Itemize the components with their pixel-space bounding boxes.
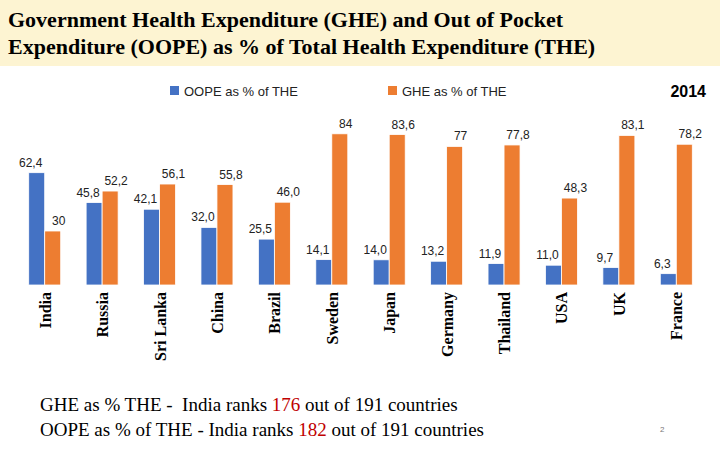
legend-swatch [388,86,397,95]
bar [603,268,619,285]
bar [102,191,118,285]
note-rank: 176 [272,394,301,415]
data-label: 56,1 [162,167,186,181]
bar [274,202,290,285]
data-label: 25,5 [249,222,273,236]
data-label: 52,2 [104,174,128,188]
chart: Government Health Expenditure (GHE) and … [0,0,720,450]
year-annotation: 2014 [670,83,706,100]
title-band [0,0,720,66]
category-label: USA [553,292,570,324]
bar [201,227,217,285]
category-label: Japan [381,292,399,334]
bar [29,173,45,285]
data-label: 62,4 [19,156,43,170]
bar [619,135,635,285]
data-label: 32,0 [191,210,215,224]
title: Government Health Expenditure (GHE) and … [8,7,595,59]
category-label: Sri Lanka [152,292,169,361]
bar [373,260,389,285]
category-label: Brazil [266,291,283,333]
legend-label: GHE as % of THE [402,84,507,99]
category-label: India [37,292,54,328]
bar [676,144,692,285]
note-text: out of 191 countries [300,394,457,415]
note-text: out of 191 countries [327,419,484,440]
data-label: 30 [52,214,66,228]
data-label: 45,8 [76,186,100,200]
bar [447,146,463,285]
bar [389,135,405,285]
note-text: OOPE as % of THE - India ranks [40,419,298,440]
legend-swatch [170,86,179,95]
data-label: 77 [454,129,468,143]
bar [545,265,561,285]
bar [316,260,332,285]
data-label: 6,3 [654,257,671,271]
page-number: 2 [660,425,665,434]
bar [217,185,233,285]
note-text: GHE as % THE - India ranks [40,394,272,415]
data-label: 9,7 [597,251,614,265]
category-label: Germany [439,292,457,357]
bar [45,231,61,285]
data-label: 42,1 [134,192,158,206]
bar [504,145,520,285]
category-label: France [668,292,685,340]
bar [160,184,176,285]
category-label: Thailand [496,292,513,354]
bar [660,274,676,285]
note: GHE as % THE - India ranks 176 out of 19… [40,394,458,415]
data-label: 11,0 [536,248,559,262]
legend-label: OOPE as % of THE [184,84,298,99]
bars [29,134,693,285]
title-line: Government Health Expenditure (GHE) and … [8,7,564,32]
title-line: Expenditure (OOPE) as % of Total Health … [8,34,595,59]
data-label: 78,2 [679,127,703,141]
data-label: 11,9 [479,247,502,261]
category-label: China [209,292,226,334]
bar [488,264,504,285]
labels: 62,4 45,8 42,1 32,0 25,5 14,1 14,0 13,2 11,9 11,0… [19,117,702,271]
data-label: 48,3 [564,181,588,195]
category-label: Sweden [324,292,341,345]
data-label: 14,1 [306,243,330,257]
note-rank: 182 [298,419,327,440]
bar [332,134,348,285]
note: OOPE as % of THE - India ranks 182 out o… [40,419,484,440]
category-label: Russia [94,292,111,337]
data-label: 77,8 [506,128,530,142]
bar [144,209,160,285]
data-label: 55,8 [219,168,243,182]
data-label: 14,0 [364,243,388,257]
bar [86,203,102,285]
bar [431,261,447,285]
data-label: 83,1 [621,118,645,132]
bar [561,198,577,285]
data-label: 13,2 [421,244,445,258]
data-label: 83,6 [392,118,416,132]
data-label: 46,0 [277,185,301,199]
category-label: UK [611,291,628,316]
data-label: 84 [339,117,353,131]
bar [258,239,274,285]
